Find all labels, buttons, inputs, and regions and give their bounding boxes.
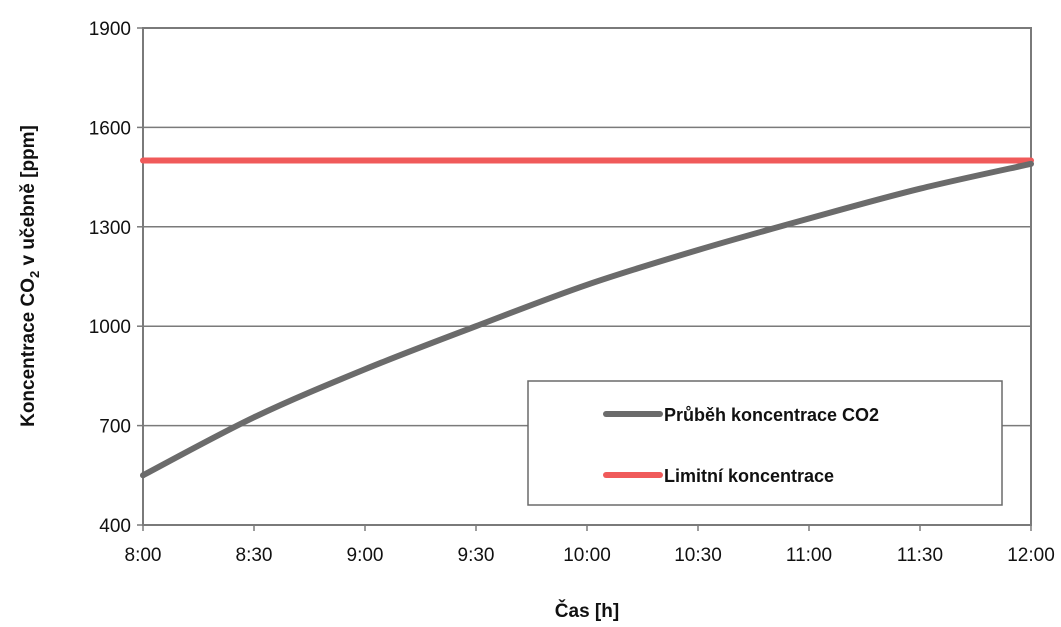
legend: Průběh koncentrace CO2 Limitní koncentra… xyxy=(527,380,1003,506)
legend-box xyxy=(527,380,1003,506)
x-tick-label-3: 9:30 xyxy=(458,545,495,566)
y-tick-label-1300: 1300 xyxy=(89,218,131,239)
series-line-concentration xyxy=(140,160,1034,479)
series-lines xyxy=(140,157,1034,479)
legend-label-limit: Limitní koncentrace xyxy=(664,466,834,486)
y-axis-title-subscript: 2 xyxy=(27,271,42,278)
y-axis-tick-labels: 400 700 1000 1300 1600 1900 xyxy=(89,19,143,537)
y-tick-label-400: 400 xyxy=(99,516,131,537)
x-tick-label-1: 8:30 xyxy=(236,545,273,566)
x-tick-label-8: 12:00 xyxy=(1007,545,1055,566)
x-axis-tick-labels: 8:00 8:30 9:00 9:30 10:00 10:30 11:00 11:30 12:0… xyxy=(125,525,1055,566)
x-tick-label-5: 10:30 xyxy=(674,545,722,566)
y-tick-label-1600: 1600 xyxy=(89,118,131,139)
x-tick-label-4: 10:00 xyxy=(563,545,611,566)
y-tick-label-1900: 1900 xyxy=(89,19,131,40)
x-tick-label-2: 9:00 xyxy=(347,545,384,566)
y-tick-label-700: 700 xyxy=(99,417,131,438)
legend-label-concentration: Průběh koncentrace CO2 xyxy=(664,405,879,425)
y-axis-title: Koncentrace CO2 v učebně [ppm] xyxy=(18,125,42,427)
x-tick-label-7: 11:30 xyxy=(897,545,943,566)
x-tick-label-0: 8:00 xyxy=(125,545,162,566)
x-tick-label-6: 11:00 xyxy=(786,545,832,566)
y-tick-label-1000: 1000 xyxy=(89,317,131,338)
x-axis-title: Čas [h] xyxy=(555,600,619,622)
